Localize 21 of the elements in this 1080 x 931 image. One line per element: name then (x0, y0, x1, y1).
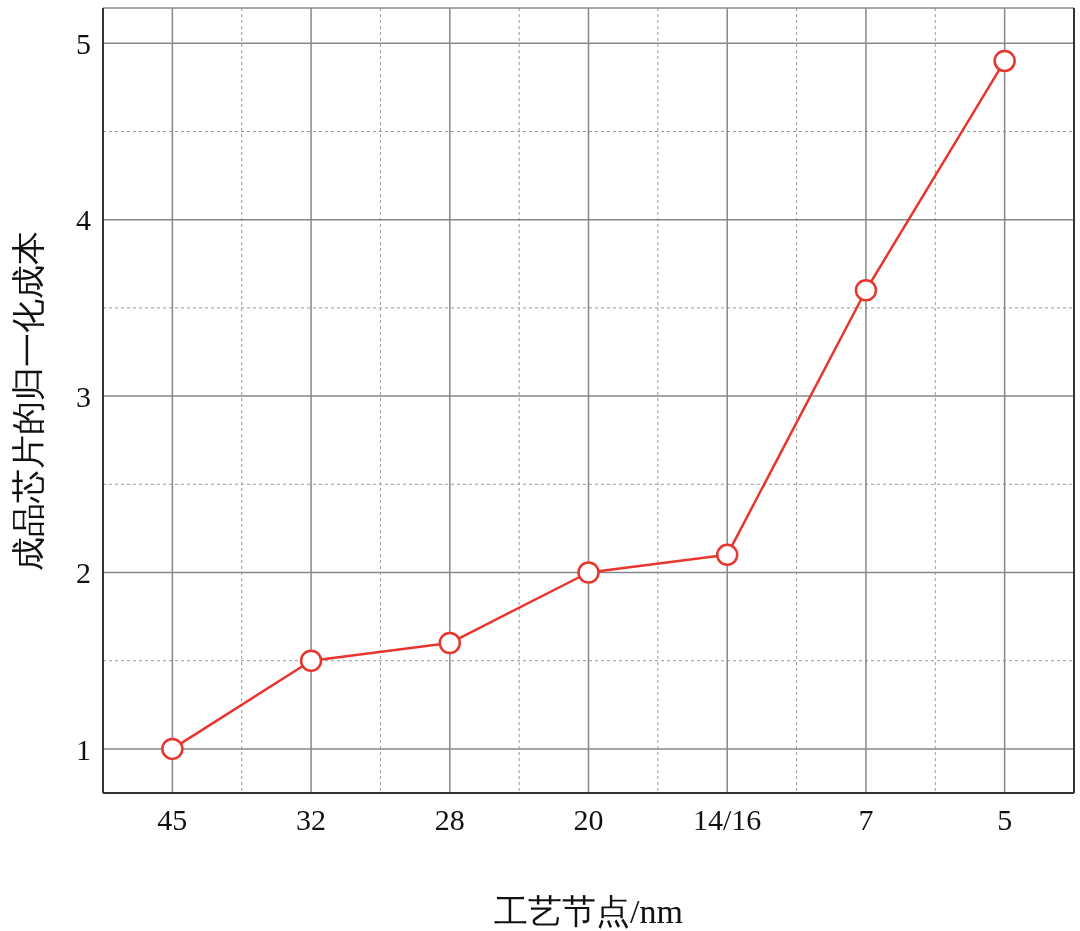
x-tick-label: 28 (434, 803, 465, 837)
point (715, 543, 739, 567)
point (854, 279, 878, 302)
y-tick-label: 2 (76, 556, 91, 590)
x-tick-label: 45 (157, 803, 188, 837)
point (993, 49, 1016, 73)
point (577, 561, 600, 584)
y-tick-label: 4 (76, 203, 91, 237)
x-tick-label: 32 (296, 803, 327, 837)
x-tick-label: 20 (573, 803, 604, 837)
point (299, 649, 323, 672)
y-tick-label: 3 (76, 379, 91, 413)
y-axis-title: 成品芯片的归一化成本 (10, 230, 48, 571)
point (161, 737, 184, 761)
x-tick-label: 5 (997, 803, 1013, 837)
x-axis-title: 工艺节点/nm (494, 893, 683, 930)
x-tick-label: 14/16 (693, 803, 762, 837)
y-tick-label: 5 (76, 26, 91, 60)
x-tick-label: 7 (858, 803, 874, 837)
point (438, 631, 462, 655)
y-tick-label: 1 (76, 732, 91, 766)
